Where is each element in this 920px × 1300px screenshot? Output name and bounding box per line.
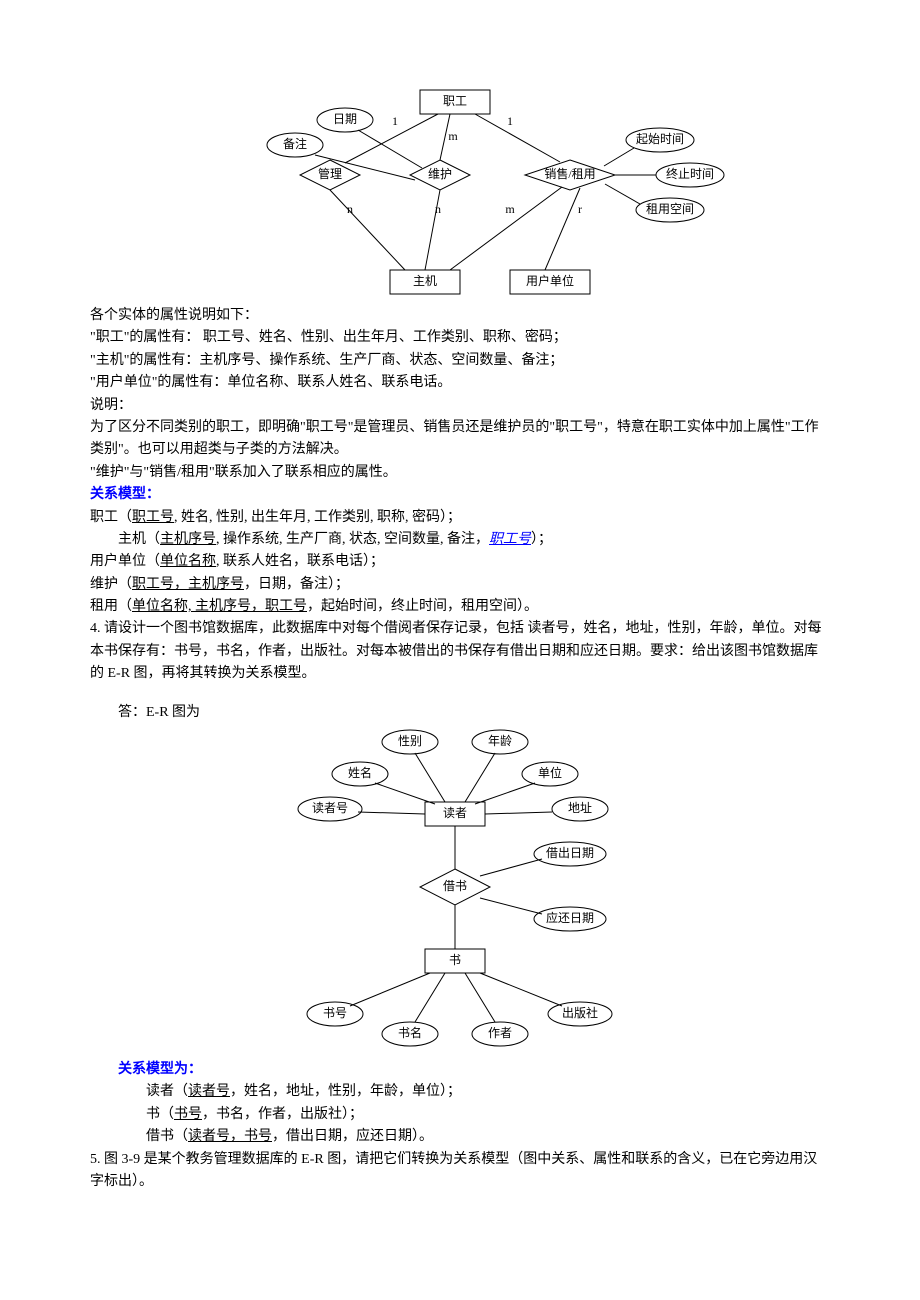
relation-employee: 职工（职工号, 姓名, 性别, 出生年月, 工作类别, 职称, 密码）； [90,507,830,529]
svg-text:用户单位: 用户单位 [526,273,574,288]
svg-text:借出日期: 借出日期 [546,846,594,860]
svg-text:n: n [347,202,353,216]
section-heading: 关系模型： [90,484,830,506]
svg-text:地址: 地址 [568,801,592,815]
answer-4-label: 答：E-R 图为 [90,702,830,724]
svg-text:年龄: 年龄 [488,734,512,748]
question-5: 5. 图 3-9 是某个教务管理数据库的 E-R 图，请把它们转换为关系模型（图… [90,1149,830,1194]
section-heading: 关系模型为： [90,1059,830,1081]
svg-text:1: 1 [507,114,513,128]
body-text: "职工"的属性有： 职工号、姓名、性别、出生年月、工作类别、职称、密码； [90,327,830,349]
relation-maintain: 维护（职工号，主机序号，日期，备注）； [90,574,830,596]
svg-text:单位: 单位 [538,765,562,780]
body-text: "主机"的属性有：主机序号、操作系统、生产厂商、状态、空间数量、备注； [90,350,830,372]
svg-text:1: 1 [392,114,398,128]
svg-text:m: m [448,129,458,143]
body-text: 为了区分不同类别的职工，即明确"职工号"是管理员、销售员还是维护员的"职工号"，… [90,417,830,462]
svg-text:书名: 书名 [398,1025,422,1040]
svg-text:日期: 日期 [333,112,357,126]
svg-text:作者: 作者 [488,1026,512,1040]
relation-rent: 租用（单位名称, 主机序号，职工号，起始时间，终止时间，租用空间）。 [90,596,830,618]
svg-text:管理: 管理 [318,166,342,181]
svg-text:维护: 维护 [428,167,452,181]
svg-text:借书: 借书 [443,879,467,893]
svg-text:m: m [505,202,515,216]
svg-text:性别: 性别 [398,734,422,748]
body-text: "维护"与"销售/租用"联系加入了联系相应的属性。 [90,462,830,484]
svg-text:读者: 读者 [443,806,467,820]
svg-text:读者号: 读者号 [312,801,348,815]
svg-text:职工: 职工 [443,94,467,108]
relation-book: 书（书号，书名，作者，出版社）； [90,1104,830,1126]
svg-text:书号: 书号 [323,1006,347,1020]
body-text: "用户单位"的属性有：单位名称、联系人姓名、联系电话。 [90,372,830,394]
svg-text:n: n [435,202,441,216]
er-diagram-1: 职工 主机 用户单位 管理 维护 销售/租用 日期 备注 起始时间 终止时间 租… [90,80,830,305]
relation-userunit: 用户单位（单位名称, 联系人姓名，联系电话）； [90,551,830,573]
relation-host: 主机（主机序号, 操作系统, 生产厂商, 状态, 空间数量, 备注，职工号）； [90,529,830,551]
svg-text:起始时间: 起始时间 [636,132,684,146]
svg-text:姓名: 姓名 [348,765,372,780]
body-text: 各个实体的属性说明如下： [90,305,830,327]
er-diagram-2: 性别 年龄 姓名 单位 读者号 地址 读者 借书 借出日期 应还日期 书 书号 … [90,724,830,1059]
question-4: 4. 请设计一个图书馆数据库，此数据库中对每个借阅者保存记录，包括 读者号，姓名… [90,618,830,685]
svg-text:出版社: 出版社 [562,1005,598,1020]
svg-text:r: r [578,202,582,216]
relation-reader: 读者（读者号，姓名，地址，性别，年龄，单位）； [90,1081,830,1103]
svg-text:租用空间: 租用空间 [646,202,694,216]
svg-text:备注: 备注 [283,136,307,151]
svg-text:销售/租用: 销售/租用 [544,166,595,181]
svg-text:终止时间: 终止时间 [666,166,714,181]
svg-text:主机: 主机 [413,274,437,288]
svg-text:书: 书 [449,953,461,967]
body-text: 说明： [90,395,830,417]
svg-text:应还日期: 应还日期 [546,910,594,925]
relation-borrow: 借书（读者号，书号，借出日期，应还日期）。 [90,1126,830,1148]
